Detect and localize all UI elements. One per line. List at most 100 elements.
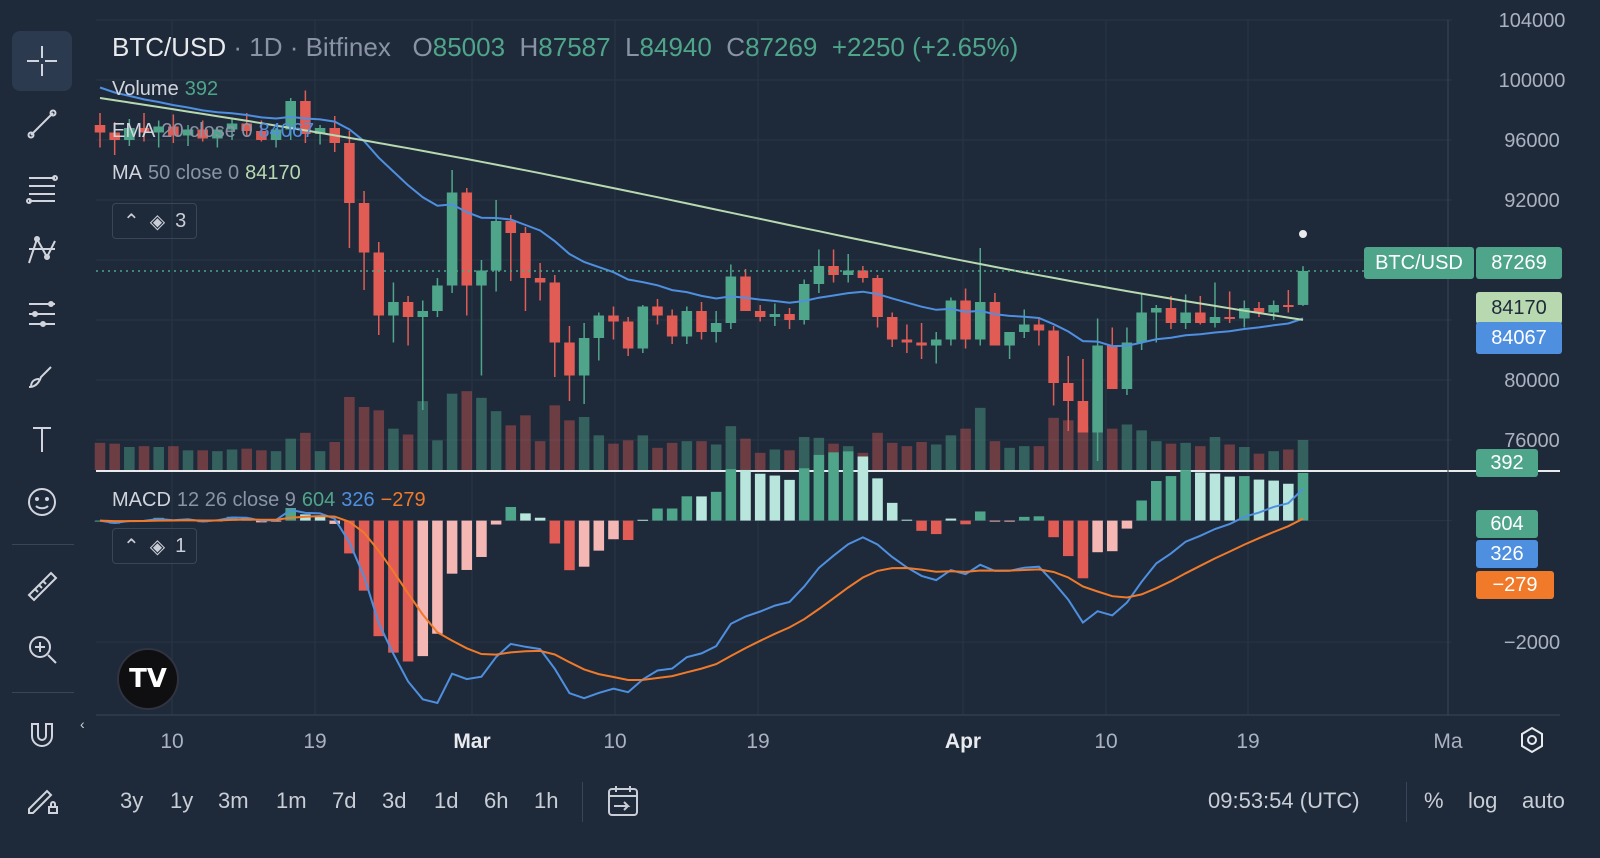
timeframe-3y[interactable]: 3y [120,788,144,813]
macd-histogram-bar [1092,520,1103,553]
collapse-toolbar-chevron-icon[interactable]: ‹ [80,716,85,732]
candle-body [872,278,883,317]
price-axis-tick: 76000 [1504,430,1560,452]
ema-params: 20 close 0 [161,120,253,142]
settings-icon[interactable] [1521,726,1543,754]
macd-histogram-bar [1106,520,1118,552]
toolbar-divider [12,692,74,693]
lock-drawing-icon [28,789,58,814]
crosshair-tool-button[interactable] [12,31,72,91]
emoji-icon [28,488,56,516]
volume-bar [1106,428,1118,470]
volume-bar [476,397,487,470]
macd-histogram-bar [1253,479,1265,521]
macd-histogram-bar [1297,472,1309,521]
ruler-tool-button[interactable] [12,556,72,616]
prediction-tool-button[interactable] [12,283,72,343]
bottom-divider [582,782,583,822]
ma-legend[interactable]: MA 50 close 0 84170 [112,162,307,185]
timeframe-3m[interactable]: 3m [218,788,249,813]
volume-bar [1209,437,1221,470]
macd-histogram-bar [1165,476,1177,521]
ema-legend[interactable]: EMA 20 close 0 84067 [112,120,320,143]
macd-histogram-bar [960,520,971,525]
log-scale-toggle[interactable]: log [1468,788,1498,813]
time-axis-label: 10 [1094,730,1117,753]
macd-signal-line [99,515,1304,682]
candle-body [94,125,106,133]
hist-pill: −279 [1476,571,1554,599]
ma-price-pill: 84170 [1476,292,1562,324]
candle-body [754,311,766,317]
volume-bar [974,407,986,470]
macd-indicator-count: 1 [175,534,187,557]
candle-body [1283,305,1294,307]
volume-bar [725,426,737,470]
price-axis-tick: 92000 [1504,190,1560,212]
timeframe-1y[interactable]: 1y [170,788,194,813]
candle-body [1092,345,1103,433]
candle-body [989,302,1001,346]
emoji-tool-button[interactable] [12,472,72,532]
price-axis-tick: 104000 [1499,10,1566,32]
indicators-collapse-toggle[interactable]: ⌃ ◈ 3 [112,203,198,239]
magnet-tool-button[interactable] [12,705,72,765]
ema-label: EMA [112,120,156,142]
volume-bar [490,411,502,470]
candle-body [769,314,781,317]
pattern-tool-button[interactable] [12,220,72,280]
volume-bar [769,449,781,470]
volume-pill: 392 [1476,449,1538,477]
timeframe-1h[interactable]: 1h [534,788,559,813]
macd-histogram-bar [505,506,517,521]
volume-bar [432,440,443,470]
zoom-in-tool-button[interactable] [12,619,72,679]
calendar-icon[interactable] [604,782,642,820]
timeframe-1m[interactable]: 1m [276,788,307,813]
macd-collapse-toggle[interactable]: ⌃ ◈ 1 [112,528,198,564]
candle-body [344,143,355,203]
utc-clock[interactable]: 09:53:54 (UTC) [1208,788,1360,813]
candle-body [417,311,429,317]
candle-body [1018,324,1030,332]
ma-label: MA [112,162,142,184]
tradingview-logo[interactable]: TV [117,648,179,710]
macd-histogram-bar [916,520,927,531]
text-tool-button[interactable] [12,409,72,469]
volume-bar [1297,439,1309,470]
lock-drawing-tool-button[interactable] [12,768,72,828]
volume-bar [124,447,135,470]
bottom-divider [1406,782,1407,822]
macd-histogram-bar [1180,470,1191,521]
volume-legend[interactable]: Volume 392 [112,78,224,101]
time-axis-label: 19 [746,730,769,753]
candle-body [138,128,150,133]
volume-bar [578,417,590,470]
volume-bar [696,441,707,470]
macd-histogram-bar [945,518,957,521]
candle-body [652,306,663,316]
symbol-name[interactable]: BTC/USD [112,32,227,62]
timeframe-7d[interactable]: 7d [332,788,357,813]
macd-histogram-bar [857,456,869,521]
timeframe-6h[interactable]: 6h [484,788,509,813]
timeframe-1d[interactable]: 1d [434,788,459,813]
fib-icon [26,175,58,204]
trendline-tool-button[interactable] [12,94,72,154]
timeframe-3d[interactable]: 3d [382,788,407,813]
macd-legend[interactable]: MACD 12 26 close 9 604 326 −279 [112,489,432,512]
macd-histogram-bar [593,520,605,551]
volume-bar [1283,449,1294,470]
volume-bar [666,442,678,470]
fib-tool-button[interactable] [12,157,72,217]
candle-body [725,276,737,323]
macd-histogram-bar [974,511,986,521]
auto-scale-toggle[interactable]: auto [1522,788,1565,813]
percent-scale-toggle[interactable]: % [1424,788,1444,813]
brush-tool-button[interactable] [12,346,72,406]
volume-bar [109,443,120,470]
macd-histogram-bar [1077,520,1089,579]
time-axis-label: 10 [160,730,183,753]
volume-bar [1004,447,1015,470]
